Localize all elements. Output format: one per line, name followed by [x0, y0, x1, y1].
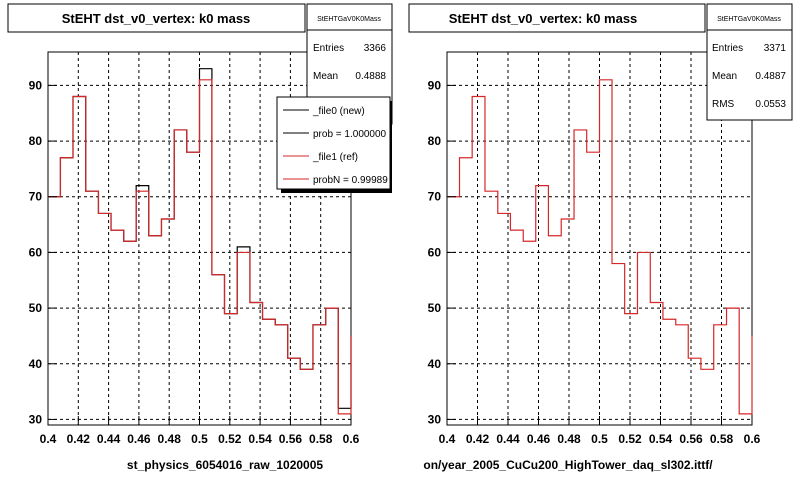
x-tick-label: 0.44	[97, 432, 121, 446]
y-tick-label: 50	[29, 301, 43, 315]
right-axis-ticks: 0.4 0.42 0.44 0.46 0.48 0.5 0.52 0.54 0.56 0.58 0.…	[428, 78, 761, 446]
y-tick-label: 90	[29, 78, 43, 92]
histogram-series-ref	[48, 79, 352, 415]
right-stats-box: StEHTGaV0K0Mass Entries 3371 Mean 0.4887…	[706, 3, 793, 121]
y-tick-label: 80	[428, 134, 442, 148]
right-histogram-panel: StEHT dst_v0_vertex: k0 mass 0.4 0.42 0.44…	[408, 3, 793, 472]
x-tick-label: 0.4	[40, 432, 57, 446]
x-tick-label: 0.48	[557, 432, 581, 446]
x-tick-label: 0.54	[248, 432, 272, 446]
x-tick-label: 0.56	[279, 432, 303, 446]
left-stats-entries-label: Entries	[313, 43, 344, 54]
left-axis-ticks: 0.4 0.42 0.44 0.46 0.48 0.5 0.52 0.54 0.56 0.58 0.…	[29, 78, 360, 446]
y-tick-label: 50	[428, 301, 442, 315]
x-tick-label: 0.42	[466, 432, 490, 446]
y-tick-label: 40	[29, 357, 43, 371]
histogram-series-ref	[447, 79, 753, 415]
x-tick-label: 0.58	[710, 432, 734, 446]
left-stats-name: StEHTGaV0K0Mass	[317, 16, 381, 23]
x-tick-label: 0.52	[218, 432, 242, 446]
left-stats-mean-label: Mean	[313, 71, 338, 82]
left-stats-mean-value: 0.4888	[355, 71, 386, 82]
y-tick-label: 70	[29, 190, 43, 204]
right-histogram-bars	[447, 79, 753, 415]
y-tick-label: 60	[428, 245, 442, 259]
x-tick-label: 0.5	[591, 432, 608, 446]
left-legend: _file0 (new) prob = 1.000000 _file1 (ref…	[276, 96, 392, 193]
left-stats-entries-value: 3366	[364, 43, 387, 54]
x-tick-label: 0.42	[67, 432, 91, 446]
right-stats-mean-label: Mean	[712, 71, 737, 82]
x-tick-label: 0.58	[309, 432, 333, 446]
y-tick-label: 40	[428, 357, 442, 371]
right-stats-rms-value: 0.0553	[755, 99, 786, 110]
legend-label-new: _file0 (new)	[312, 106, 365, 117]
y-tick-label: 70	[428, 190, 442, 204]
x-tick-label: 0.46	[127, 432, 151, 446]
y-tick-label: 90	[428, 78, 442, 92]
x-tick-label: 0.52	[618, 432, 642, 446]
x-tick-label: 0.44	[496, 432, 520, 446]
right-stats-entries-label: Entries	[712, 43, 743, 54]
left-histogram-bars	[48, 68, 352, 415]
legend-label-ref: _file1 (ref)	[312, 152, 358, 163]
x-tick-label: 0.46	[527, 432, 551, 446]
left-x-axis-title: st_physics_6054016_raw_1020005	[127, 458, 323, 472]
x-tick-label: 0.48	[158, 432, 182, 446]
right-x-axis-title: on/year_2005_CuCu200_HighTower_daq_sl302…	[423, 458, 713, 472]
right-title-box	[408, 3, 706, 33]
left-histogram-panel: StEHT dst_v0_vertex: k0 mass 0.4 0.42 0.44…	[7, 3, 393, 472]
legend-label-probn: probN = 0.99989	[313, 175, 388, 186]
right-plot-title: StEHT dst_v0_vertex: k0 mass	[449, 11, 638, 26]
y-tick-label: 30	[428, 412, 442, 426]
y-tick-label: 30	[29, 412, 43, 426]
y-tick-label: 80	[29, 134, 43, 148]
x-tick-label: 0.56	[679, 432, 703, 446]
right-stats-entries-value: 3371	[764, 43, 787, 54]
right-stats-mean-value: 0.4887	[755, 71, 786, 82]
right-stats-name: StEHTGaV0K0Mass	[717, 16, 781, 23]
y-tick-label: 60	[29, 245, 43, 259]
x-tick-label: 0.6	[744, 432, 761, 446]
left-title-box	[7, 3, 306, 33]
x-tick-label: 0.4	[439, 432, 456, 446]
right-stats-rms-label: RMS	[712, 99, 735, 110]
x-tick-label: 0.6	[343, 432, 360, 446]
x-tick-label: 0.5	[191, 432, 208, 446]
legend-label-prob: prob = 1.000000	[313, 129, 387, 140]
left-plot-title: StEHT dst_v0_vertex: k0 mass	[62, 11, 251, 26]
x-tick-label: 0.54	[649, 432, 673, 446]
